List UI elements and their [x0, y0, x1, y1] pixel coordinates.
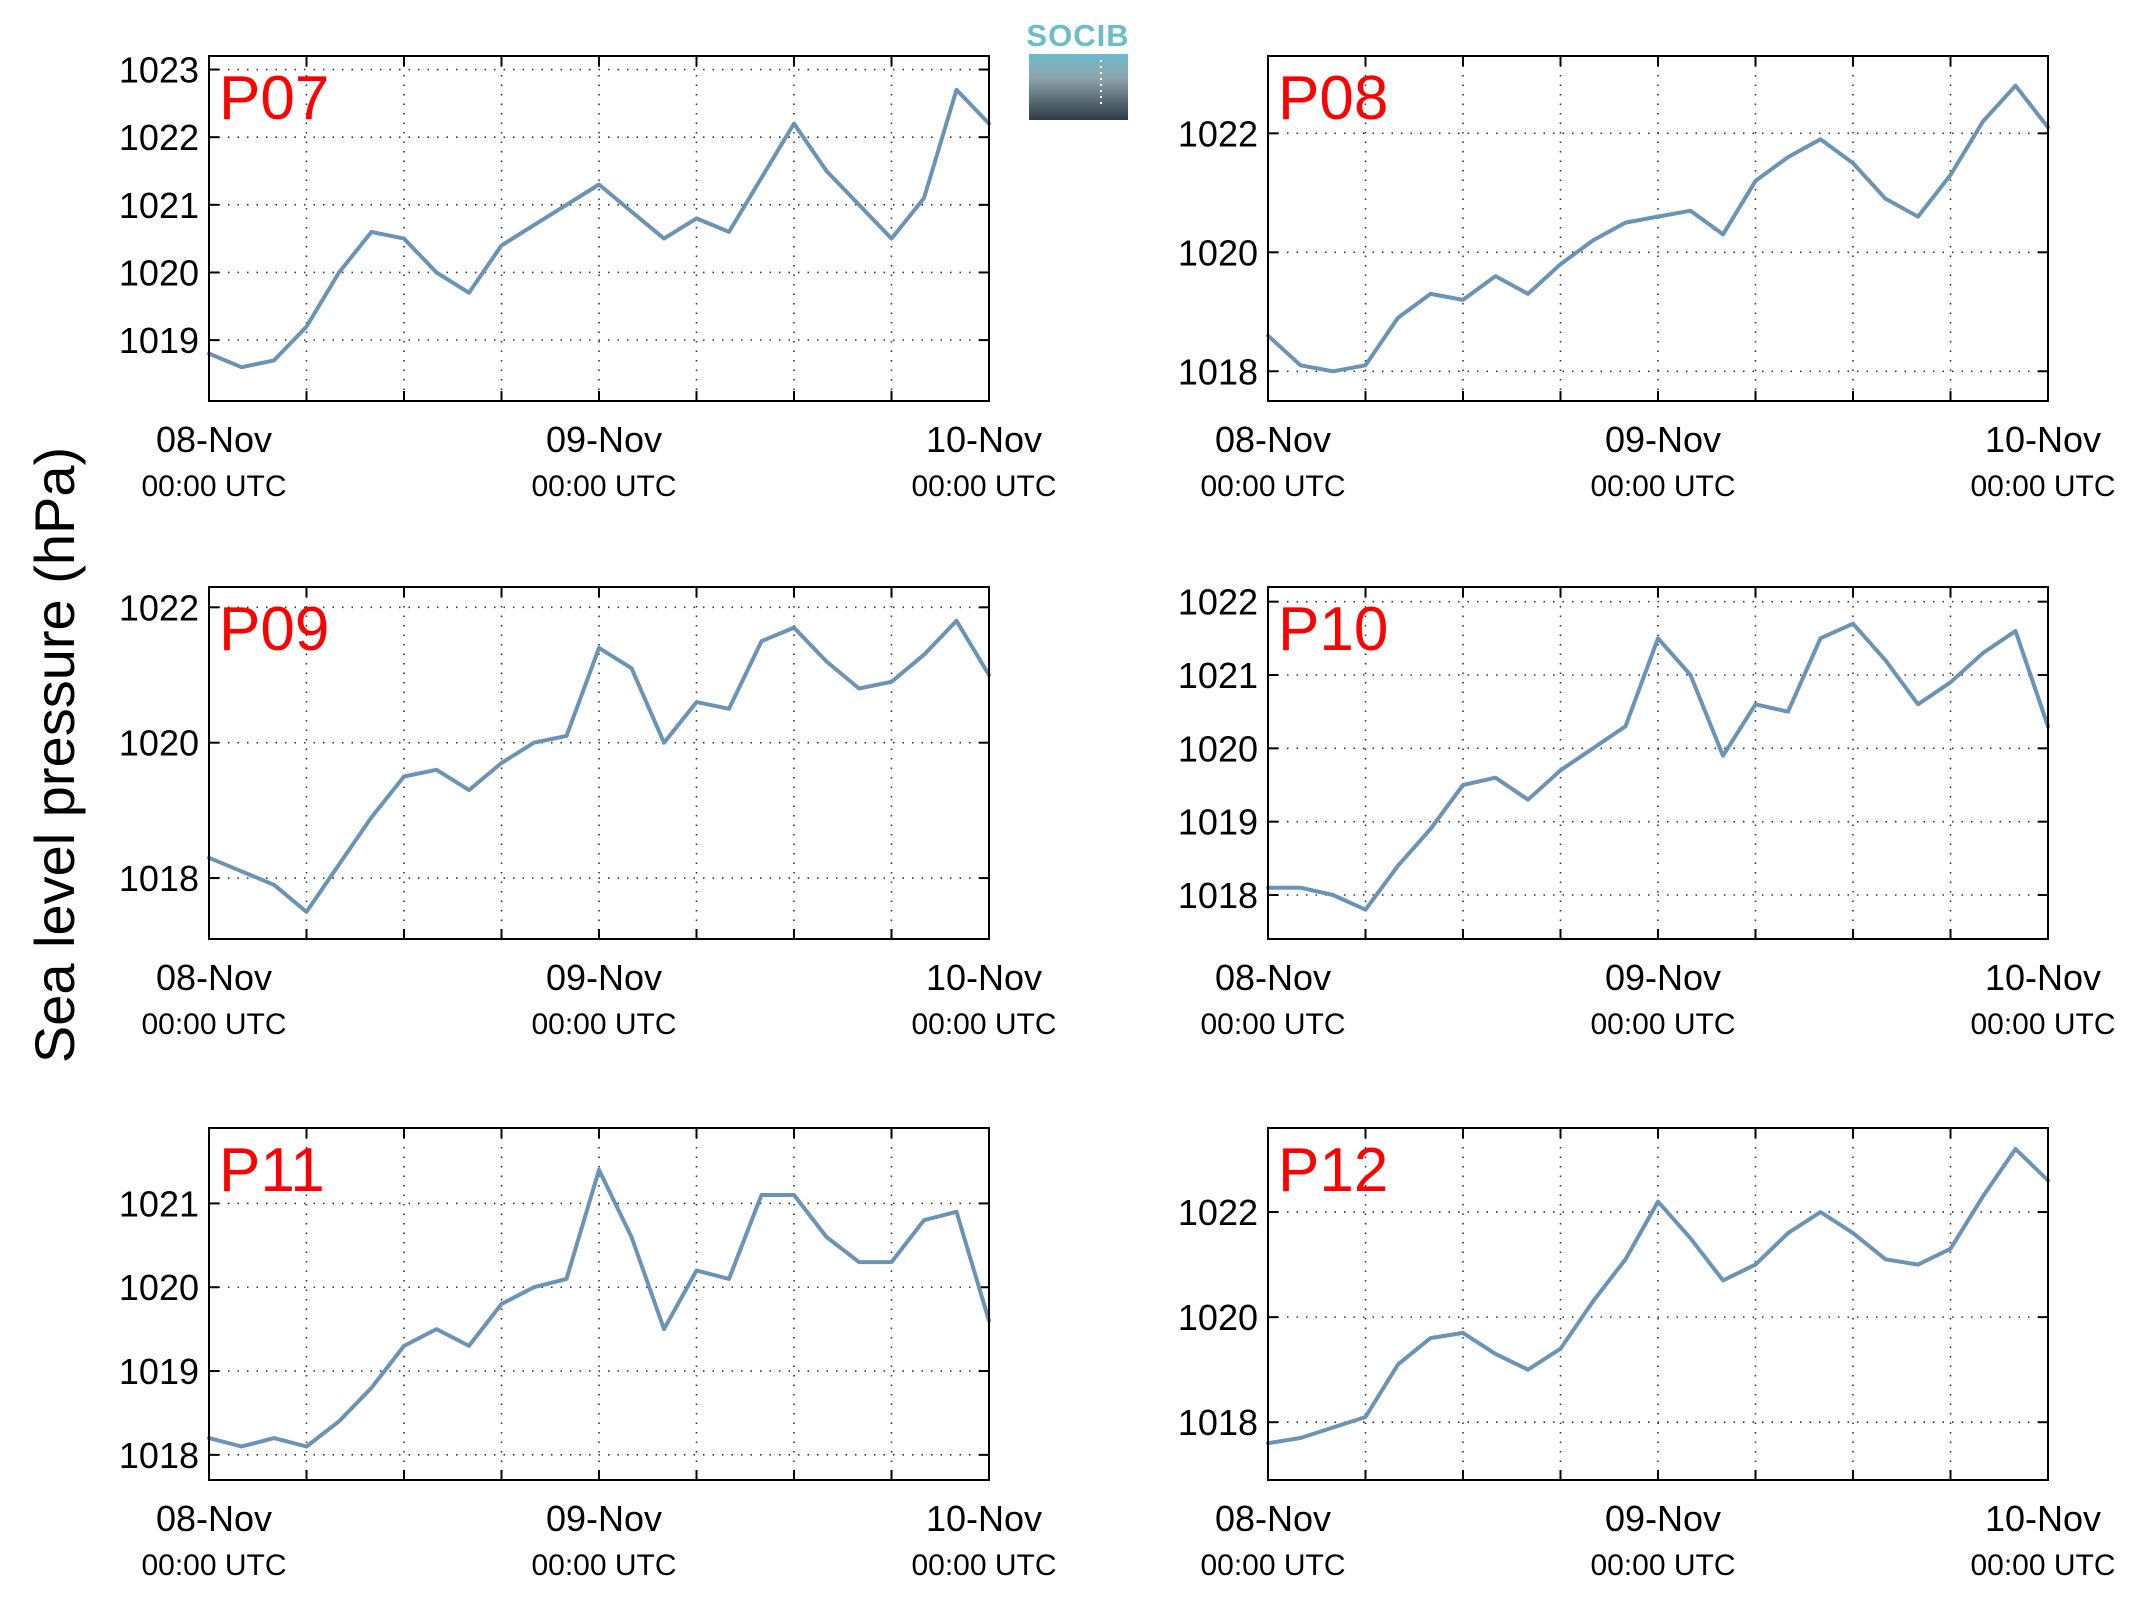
x-tick-label-time: 00:00 UTC [1590, 1008, 1735, 1041]
y-tick-label: 1021 [119, 1183, 199, 1224]
x-tick-label-time: 00:00 UTC [141, 1549, 286, 1582]
x-tick-label-time: 00:00 UTC [531, 1008, 676, 1041]
y-tick-label: 1020 [1178, 1297, 1258, 1338]
series-line-p12 [1266, 1147, 2050, 1446]
y-tick-label: 1018 [119, 858, 199, 899]
y-tick-label: 1019 [119, 1351, 199, 1392]
x-tick-label-date: 09-Nov [1605, 1498, 1721, 1539]
panel-p10: 1018 1019 1020 1021 1022 08-Nov 00:00 UTC 09-No… [1178, 582, 2116, 1041]
panel-title: P10 [1278, 595, 1388, 664]
socib-logo: SOCIB [1026, 18, 1129, 120]
plot-frame [1267, 586, 2049, 940]
y-tick-label: 1021 [119, 185, 199, 226]
x-tick-label-date: 10-Nov [1985, 957, 2101, 998]
x-tick-label-time: 00:00 UTC [1970, 1008, 2115, 1041]
x-tick-label-date: 09-Nov [546, 419, 662, 460]
y-tick-label: 1018 [119, 1435, 199, 1476]
panels: 1019 1020 1021 1022 1023 08-Nov 00:00 UTC 09-No… [119, 50, 2116, 1582]
x-tick-label-date: 09-Nov [546, 957, 662, 998]
x-tick-label-date: 08-Nov [156, 419, 272, 460]
plot-frame [208, 1127, 990, 1481]
x-tick-label-date: 10-Nov [926, 1498, 1042, 1539]
panel-p07: 1019 1020 1021 1022 1023 08-Nov 00:00 UTC 09-No… [119, 50, 1057, 503]
panel-title: P11 [219, 1136, 325, 1205]
y-tick-label: 1020 [1178, 728, 1258, 769]
y-tick-label: 1022 [119, 117, 199, 158]
panel-title: P09 [219, 595, 329, 664]
panel-p08: 1018 1020 1022 08-Nov 00:00 UTC 09-Nov 00:00 U… [1178, 55, 2116, 503]
x-tick-label-time: 00:00 UTC [1200, 1008, 1345, 1041]
panel-p09: 1018 1020 1022 08-Nov 00:00 UTC 09-Nov 00:00 U… [119, 586, 1057, 1041]
plot-frame [208, 586, 990, 940]
y-tick-label: 1020 [119, 723, 199, 764]
x-tick-label-time: 00:00 UTC [911, 1008, 1056, 1041]
y-tick-label: 1023 [119, 50, 199, 91]
series-line-p11 [207, 1167, 991, 1449]
panel-title: P12 [1278, 1136, 1388, 1205]
x-tick-label-date: 09-Nov [546, 1498, 662, 1539]
x-tick-label-date: 10-Nov [926, 957, 1042, 998]
x-tick-label-date: 08-Nov [1215, 957, 1331, 998]
logo-text: SOCIB [1026, 18, 1129, 53]
x-tick-label-time: 00:00 UTC [1970, 1549, 2115, 1582]
y-tick-label: 1020 [1178, 232, 1258, 273]
x-tick-label-date: 10-Nov [1985, 419, 2101, 460]
y-tick-label: 1022 [1178, 1192, 1258, 1233]
x-tick-label-time: 00:00 UTC [911, 1549, 1056, 1582]
x-tick-label-time: 00:00 UTC [1970, 470, 2115, 503]
x-tick-label-date: 09-Nov [1605, 419, 1721, 460]
plot-frame [1267, 1127, 2049, 1481]
series-line-p07 [207, 87, 991, 370]
series-line-p08 [1266, 83, 2050, 374]
x-tick-label-time: 00:00 UTC [531, 470, 676, 503]
y-tick-label: 1022 [1178, 582, 1258, 623]
panel-title: P07 [219, 64, 329, 133]
y-tick-label: 1018 [1178, 875, 1258, 916]
y-tick-label: 1018 [1178, 1402, 1258, 1443]
x-tick-label-time: 00:00 UTC [1590, 1549, 1735, 1582]
y-tick-label: 1022 [1178, 113, 1258, 154]
x-tick-label-date: 09-Nov [1605, 957, 1721, 998]
x-tick-label-date: 08-Nov [156, 1498, 272, 1539]
x-tick-label-time: 00:00 UTC [911, 470, 1056, 503]
x-tick-label-date: 10-Nov [1985, 1498, 2101, 1539]
plot-frame [208, 55, 990, 402]
x-tick-label-date: 10-Nov [926, 419, 1042, 460]
x-tick-label-date: 08-Nov [1215, 1498, 1331, 1539]
y-tick-label: 1018 [1178, 351, 1258, 392]
y-tick-label: 1019 [119, 320, 199, 361]
panel-title: P08 [1278, 64, 1388, 133]
y-axis-label: Sea level pressure (hPa) [23, 447, 86, 1063]
x-tick-label-time: 00:00 UTC [531, 1549, 676, 1582]
series-line-p09 [207, 618, 991, 914]
x-tick-label-time: 00:00 UTC [1590, 470, 1735, 503]
y-tick-label: 1021 [1178, 655, 1258, 696]
x-tick-label-time: 00:00 UTC [1200, 1549, 1345, 1582]
x-tick-label-time: 00:00 UTC [141, 1008, 286, 1041]
y-tick-label: 1020 [119, 252, 199, 293]
y-tick-label: 1020 [119, 1267, 199, 1308]
x-tick-label-time: 00:00 UTC [1200, 470, 1345, 503]
x-tick-label-time: 00:00 UTC [141, 470, 286, 503]
x-tick-label-date: 08-Nov [1215, 419, 1331, 460]
y-tick-label: 1019 [1178, 802, 1258, 843]
panel-p12: 1018 1020 1022 08-Nov 00:00 UTC 09-Nov 00:00 U… [1178, 1127, 2116, 1582]
panel-p11: 1018 1019 1020 1021 08-Nov 00:00 UTC 09-Nov 00:… [119, 1127, 1057, 1582]
series-line-p10 [1266, 621, 2050, 912]
y-tick-label: 1022 [119, 587, 199, 628]
plot-frame [1267, 55, 2049, 402]
x-tick-label-date: 08-Nov [156, 957, 272, 998]
